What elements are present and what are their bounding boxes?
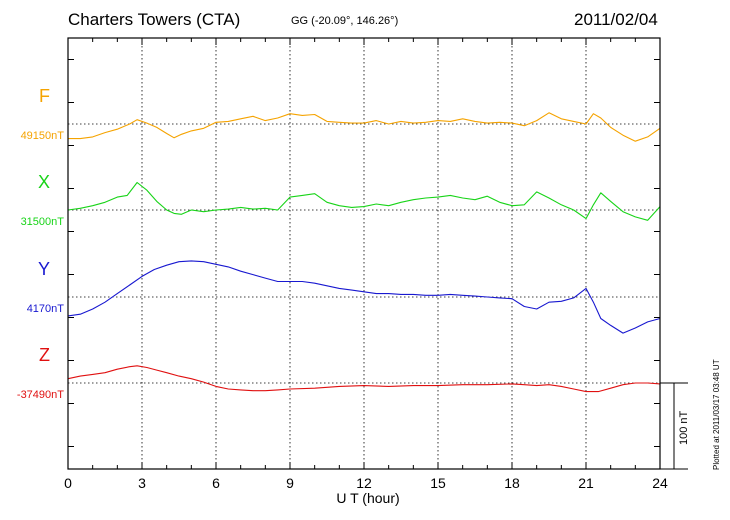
x-tick-labels: 0 3 6 9 12 15 18 21 24 — [64, 475, 668, 491]
scale-bar — [660, 382, 688, 470]
grid-lines — [141, 38, 587, 469]
x-tick-label: 6 — [212, 475, 220, 491]
component-letter-y: Y — [37, 259, 50, 279]
x-axis-label: U T (hour) — [336, 490, 399, 506]
series-line-z — [67, 365, 661, 393]
plotted-timestamp: Plotted at 2011/03/17 03:48 UT — [712, 359, 721, 470]
x-tick-label: 15 — [430, 475, 446, 491]
component-letter-f: F — [39, 86, 50, 106]
station-title: Charters Towers (CTA) — [68, 10, 241, 29]
component-baseline-y: 4170nT — [26, 303, 64, 315]
component-baseline-z: -37490nT — [16, 389, 64, 401]
date-label: 2011/02/04 — [574, 10, 658, 29]
x-tick-label: 21 — [578, 475, 594, 491]
station-coordinates: GG (-20.09°, 146.26°) — [291, 15, 399, 27]
component-baseline-x: 31500nT — [20, 216, 64, 228]
component-letter-x: X — [37, 172, 50, 192]
series-line-f — [68, 112, 661, 142]
x-tick-label: 24 — [652, 475, 668, 491]
x-tick-label: 18 — [504, 475, 520, 491]
series-line-y — [67, 260, 661, 334]
axis-ticks — [67, 38, 661, 469]
x-tick-label: 9 — [286, 475, 294, 491]
x-tick-label: 3 — [138, 475, 146, 491]
x-tick-label: 12 — [356, 475, 372, 491]
series-line-x — [67, 181, 661, 221]
component-letter-z: Z — [39, 345, 50, 365]
component-baseline-f: 49150nT — [20, 130, 64, 142]
baseline-lines — [68, 123, 660, 384]
scale-bar-label: 100 nT — [678, 410, 690, 445]
series-lines — [67, 112, 661, 393]
x-tick-label: 0 — [64, 475, 72, 491]
